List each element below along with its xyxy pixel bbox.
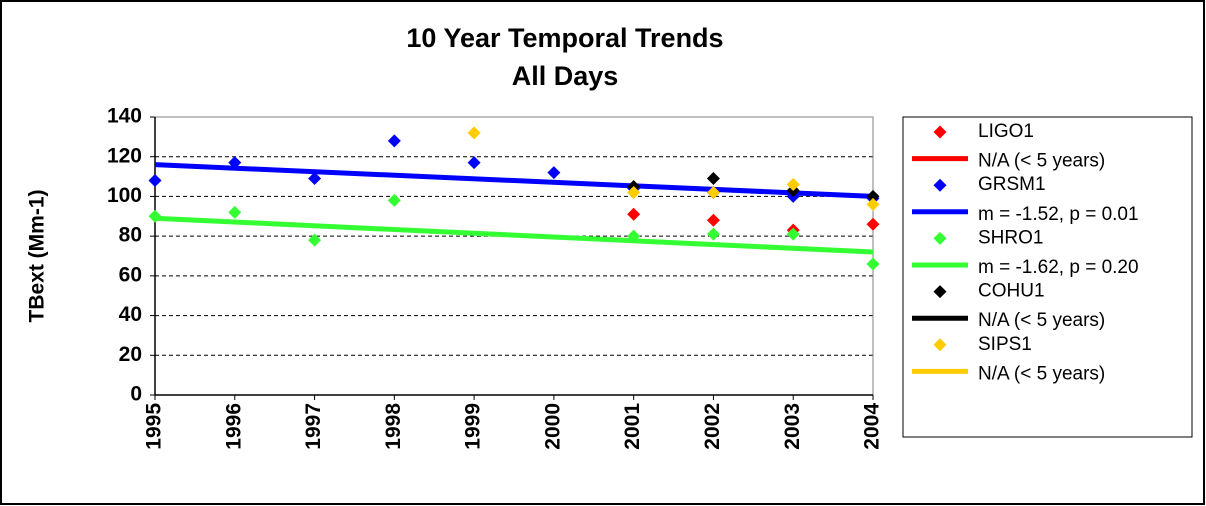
data-point [627, 207, 641, 221]
y-tick-label: 140 [107, 105, 142, 128]
data-point [706, 227, 720, 241]
legend-label: GRSM1 [978, 174, 1046, 195]
data-point [627, 185, 641, 199]
y-tick-label: 100 [107, 184, 142, 207]
data-point [706, 213, 720, 227]
data-point [148, 209, 162, 223]
legend-label: SHRO1 [978, 227, 1043, 248]
y-tick-label: 40 [119, 303, 142, 326]
data-point [786, 178, 800, 192]
legend-marker [933, 125, 947, 139]
data-point [467, 126, 481, 140]
legend-box [902, 116, 1193, 438]
y-tick-label: 20 [119, 343, 142, 366]
data-point [866, 197, 880, 211]
x-tick-label: 2001 [621, 403, 644, 450]
legend-marker [933, 231, 947, 245]
data-point [387, 134, 401, 148]
trend-line [154, 162, 874, 199]
data-point [228, 205, 242, 219]
x-tick-label: 2003 [781, 403, 804, 450]
legend-label: COHU1 [978, 281, 1045, 302]
data-point [467, 156, 481, 170]
data-point [308, 233, 322, 247]
legend-trend-label: m = -1.52, p = 0.01 [978, 204, 1139, 225]
legend-marker [933, 178, 947, 192]
x-tick-label: 1998 [382, 403, 405, 450]
data-point [308, 172, 322, 186]
data-point [387, 193, 401, 207]
data-point [706, 185, 720, 199]
data-point [786, 227, 800, 241]
data-point [866, 257, 880, 271]
data-point [148, 174, 162, 188]
legend-marker [933, 285, 947, 299]
x-tick-label: 2002 [701, 403, 724, 450]
data-point [228, 156, 242, 170]
legend-label: LIGO1 [978, 121, 1034, 142]
legend-marker [933, 338, 947, 352]
data-point [866, 189, 880, 203]
y-axis-label: TBext (Mm-1) [26, 189, 49, 322]
data-point [866, 217, 880, 231]
x-tick-label: 2000 [541, 403, 564, 450]
legend-label: SIPS1 [978, 334, 1032, 355]
y-tick-label: 80 [119, 224, 142, 247]
data-point [547, 166, 561, 180]
legend-trend-label: N/A (< 5 years) [978, 363, 1105, 384]
x-tick-label: 1997 [302, 403, 325, 450]
chart-subtitle: All Days [512, 61, 619, 91]
x-tick-label: 2004 [861, 403, 884, 450]
x-tick-label: 1996 [222, 403, 245, 450]
x-tick-label: 1995 [143, 403, 166, 450]
legend-trend-label: N/A (< 5 years) [978, 310, 1105, 331]
data-point [627, 229, 641, 243]
legend-trend-label: N/A (< 5 years) [978, 151, 1105, 172]
y-tick-label: 120 [107, 144, 142, 167]
y-tick-label: 0 [130, 383, 142, 406]
legend-trend-label: m = -1.62, p = 0.20 [978, 257, 1139, 278]
chart-title: 10 Year Temporal Trends [406, 23, 723, 53]
x-tick-label: 1999 [462, 403, 485, 450]
data-point [706, 172, 720, 186]
trend-line [154, 215, 874, 255]
y-tick-label: 60 [119, 263, 142, 286]
